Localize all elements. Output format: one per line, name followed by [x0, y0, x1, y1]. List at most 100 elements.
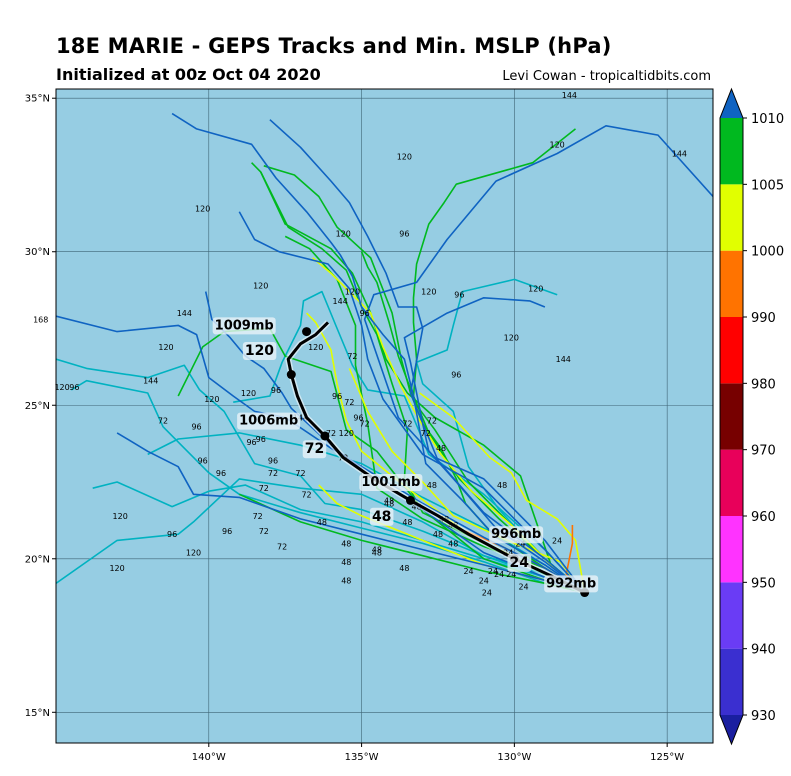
- hour-label: 96: [256, 435, 266, 444]
- mean-track-dot: [286, 370, 296, 380]
- colorbar-segment: [720, 449, 743, 516]
- colorbar-segment: [720, 118, 743, 185]
- member-track: [177, 327, 585, 594]
- hour-label: 144: [562, 91, 577, 100]
- map-subtitle: Initialized at 00z Oct 04 2020: [56, 65, 321, 84]
- colorbar-segment: [720, 582, 743, 649]
- lat-tick-label: 30°N: [25, 247, 50, 258]
- hour-label: 120: [550, 140, 565, 149]
- mean-hour-label: 72: [302, 440, 327, 459]
- label-text: 996mb: [491, 527, 541, 542]
- colorbar-segment: [720, 516, 743, 583]
- colorbar-segment: [720, 317, 743, 384]
- mean-mslp-label: 992mb: [544, 575, 599, 593]
- hour-label: 48: [341, 576, 351, 585]
- mean-track-dot: [320, 431, 330, 441]
- hour-label: 48: [399, 564, 409, 573]
- hour-label: 72: [277, 542, 287, 551]
- hour-label: 72: [253, 512, 263, 521]
- lat-tick-label: 20°N: [25, 554, 50, 565]
- hour-label: 24: [506, 570, 516, 579]
- label-box: [302, 440, 327, 459]
- hour-label: 96: [399, 229, 409, 238]
- lon-tick-label: 125°W: [650, 752, 684, 763]
- hour-label: 72: [402, 420, 412, 429]
- map-credit: Levi Cowan - tropicaltidbits.com: [502, 69, 711, 84]
- member-track: [92, 481, 585, 594]
- colorbar-tick-label: 970: [751, 444, 776, 459]
- map-frame: [55, 88, 714, 744]
- mean-track-dot: [302, 327, 312, 337]
- lon-tick-label: 130°W: [497, 752, 531, 763]
- hour-label: 120: [345, 288, 360, 297]
- colorbar: 930 940 950 960 970 980 990 1000 1005 1010: [719, 87, 784, 746]
- hour-label: 48: [384, 500, 394, 509]
- hour-label: 48: [372, 549, 382, 558]
- ocean-background: [56, 89, 713, 743]
- hour-label: 120: [308, 343, 323, 352]
- label-text: 992mb: [546, 576, 596, 591]
- colorbar-tick-label: 1005: [751, 178, 784, 193]
- hour-label: 96: [69, 383, 79, 392]
- hour-label: 120: [54, 383, 69, 392]
- hour-label: 48: [384, 496, 394, 505]
- label-box: [489, 526, 544, 544]
- label-box: [359, 474, 423, 492]
- lat-tick-label: 35°N: [25, 94, 50, 105]
- hour-label: 24: [463, 567, 473, 576]
- lon-tick-label: 135°W: [345, 752, 379, 763]
- colorbar-tick-label: 960: [751, 510, 776, 525]
- mean-mslp-label: 1009mb: [212, 317, 276, 335]
- label-text: 120: [245, 343, 274, 359]
- hour-label: 48: [317, 518, 327, 527]
- hour-label: 120: [336, 229, 351, 238]
- label-box: [369, 507, 394, 526]
- hour-label: 120: [195, 205, 210, 214]
- hour-label: 72: [421, 429, 431, 438]
- axis-ticks: 15°N 20°N 25°N 30°N 35°N 140°W 135°W 130°W 125°W: [25, 94, 684, 763]
- colorbar-segment: [720, 250, 743, 317]
- hour-label: 72: [347, 352, 357, 361]
- hour-label: 48: [402, 518, 412, 527]
- hour-label: 72: [259, 527, 269, 536]
- label-box: [212, 317, 276, 335]
- hour-label: 72: [344, 398, 354, 407]
- label-text: 72: [305, 441, 324, 457]
- hour-label: 120: [186, 549, 201, 558]
- member-track: [363, 125, 713, 593]
- grid-lines: [56, 89, 713, 743]
- hour-label: 120: [528, 285, 543, 294]
- hour-label: 96: [191, 423, 201, 432]
- hour-label: 96: [222, 527, 232, 536]
- hour-label: 48: [448, 539, 458, 548]
- hour-label: 120: [421, 288, 436, 297]
- member-track: [171, 112, 586, 594]
- hour-label: 24: [479, 576, 489, 585]
- hour-label: 24: [515, 539, 525, 548]
- label-text: 24: [509, 555, 529, 571]
- lat-tick-label: 25°N: [25, 401, 50, 412]
- member-track: [412, 128, 586, 594]
- hour-label: 144: [293, 414, 308, 423]
- hour-label: 96: [271, 386, 281, 395]
- mean-mslp-label: 1006mb: [237, 412, 301, 430]
- hour-label: 120: [158, 343, 173, 352]
- hour-label: 96: [353, 414, 363, 423]
- hour-label: 144: [556, 355, 571, 364]
- member-track: [238, 211, 586, 594]
- hour-label: 120: [339, 429, 354, 438]
- hour-label: 96: [454, 291, 464, 300]
- hour-label: 120: [504, 334, 519, 343]
- lat-tick-label: 15°N: [25, 708, 50, 719]
- hour-label: 72: [268, 469, 278, 478]
- hour-label: 72: [259, 484, 269, 493]
- label-box: [237, 412, 301, 430]
- colorbar-segment: [720, 184, 743, 251]
- hour-label: 144: [333, 297, 348, 306]
- hour-label: 48: [436, 444, 446, 453]
- hour-label: 120: [253, 282, 268, 291]
- mean-hour-label: 24: [507, 553, 532, 572]
- hour-label: 72: [158, 417, 168, 426]
- colorbar-segment: [720, 648, 743, 715]
